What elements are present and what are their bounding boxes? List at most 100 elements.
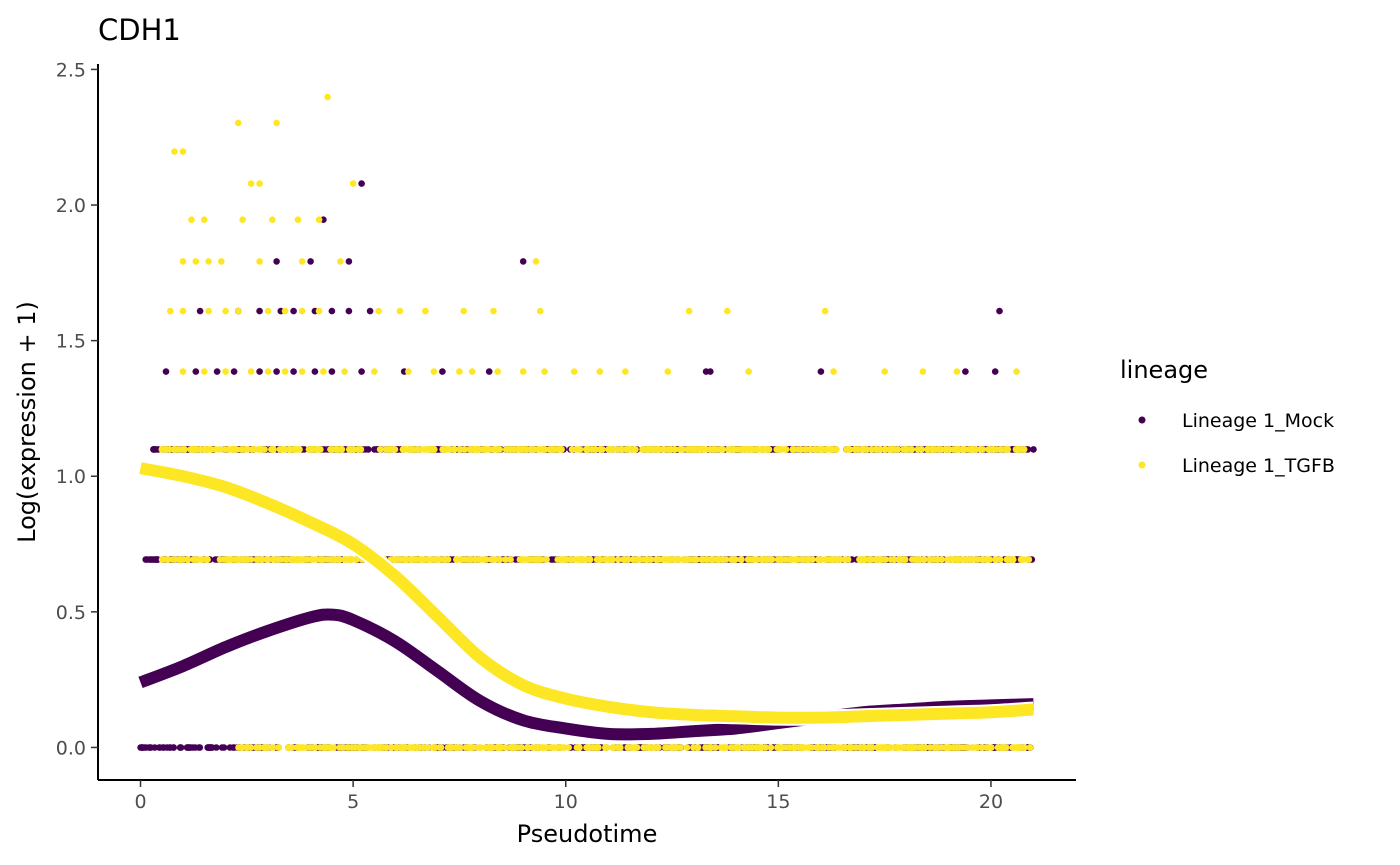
data-point bbox=[220, 744, 228, 751]
data-point bbox=[741, 446, 748, 453]
data-point bbox=[586, 556, 594, 563]
data-point bbox=[235, 307, 242, 315]
data-point bbox=[996, 307, 1003, 315]
data-point bbox=[816, 556, 824, 563]
data-point bbox=[716, 446, 723, 453]
data-point bbox=[490, 307, 497, 315]
y-tick-label: 1.5 bbox=[56, 331, 86, 353]
data-point bbox=[327, 446, 334, 453]
data-point bbox=[475, 556, 482, 563]
data-point bbox=[962, 368, 969, 375]
data-point bbox=[982, 744, 990, 751]
data-point bbox=[295, 744, 303, 751]
data-point bbox=[281, 446, 289, 453]
data-point bbox=[536, 307, 544, 315]
data-point bbox=[997, 446, 1005, 453]
data-point bbox=[524, 744, 531, 751]
data-point bbox=[815, 446, 822, 453]
data-point bbox=[584, 744, 591, 751]
data-point bbox=[457, 556, 465, 563]
data-point bbox=[913, 556, 921, 563]
data-point bbox=[324, 93, 331, 101]
data-point bbox=[179, 368, 187, 375]
data-point bbox=[303, 744, 311, 751]
data-point bbox=[436, 556, 444, 563]
data-point bbox=[205, 307, 212, 315]
data-point bbox=[1025, 556, 1033, 563]
data-point bbox=[809, 556, 816, 563]
data-point bbox=[161, 556, 168, 563]
legend: lineage Lineage 1_Mock Lineage 1_TGFB bbox=[1120, 356, 1335, 477]
data-point bbox=[274, 744, 282, 751]
data-point bbox=[724, 307, 731, 315]
data-point bbox=[188, 216, 195, 223]
data-point bbox=[738, 556, 745, 563]
data-point bbox=[664, 446, 672, 453]
data-point bbox=[216, 556, 224, 563]
data-point bbox=[213, 744, 220, 751]
data-point bbox=[503, 446, 511, 453]
x-tick-label: 20 bbox=[979, 791, 1003, 813]
data-point bbox=[541, 368, 548, 375]
data-point bbox=[839, 744, 846, 751]
x-axis-title: Pseudotime bbox=[517, 820, 658, 848]
data-point bbox=[583, 446, 590, 453]
data-point bbox=[726, 446, 734, 453]
data-point bbox=[176, 446, 183, 453]
data-point bbox=[298, 368, 306, 375]
data-point bbox=[263, 556, 271, 563]
data-point bbox=[402, 744, 410, 751]
data-point bbox=[193, 446, 201, 453]
legend-item-mock: Lineage 1_Mock bbox=[1138, 410, 1334, 432]
smooth-curve bbox=[139, 462, 1034, 724]
data-point bbox=[273, 119, 280, 127]
data-point bbox=[887, 556, 895, 563]
data-point bbox=[396, 307, 404, 315]
data-point bbox=[610, 744, 617, 751]
data-point bbox=[392, 556, 399, 563]
data-point bbox=[311, 368, 319, 375]
data-point bbox=[664, 368, 672, 375]
data-point bbox=[945, 744, 953, 751]
data-point bbox=[222, 368, 229, 375]
data-point bbox=[899, 744, 906, 751]
data-point bbox=[820, 744, 828, 751]
data-point bbox=[652, 744, 659, 751]
data-point bbox=[483, 446, 491, 453]
data-point bbox=[242, 446, 249, 453]
data-point bbox=[489, 744, 497, 751]
data-point bbox=[171, 148, 178, 155]
data-point bbox=[218, 258, 225, 265]
data-point bbox=[306, 556, 314, 563]
data-point bbox=[538, 446, 545, 453]
data-point bbox=[727, 744, 735, 751]
data-point bbox=[147, 744, 155, 751]
data-point bbox=[247, 368, 255, 375]
data-point bbox=[259, 446, 267, 453]
data-point bbox=[568, 446, 576, 453]
data-point bbox=[179, 307, 187, 315]
data-point bbox=[281, 368, 289, 375]
data-point bbox=[944, 446, 951, 453]
data-point bbox=[882, 744, 890, 751]
data-point bbox=[354, 446, 361, 453]
data-point bbox=[617, 446, 625, 453]
data-point bbox=[733, 446, 740, 453]
data-point bbox=[269, 216, 276, 223]
data-point bbox=[180, 556, 187, 563]
points-layer bbox=[137, 93, 1037, 751]
data-point bbox=[298, 258, 306, 265]
data-point bbox=[1020, 446, 1028, 453]
data-point bbox=[775, 556, 783, 563]
data-point bbox=[643, 744, 651, 751]
data-point bbox=[192, 258, 200, 265]
data-point bbox=[316, 744, 324, 751]
data-point bbox=[247, 556, 255, 563]
data-point bbox=[692, 556, 699, 563]
data-point bbox=[508, 744, 516, 751]
y-tick-label: 2.0 bbox=[56, 195, 86, 217]
data-point bbox=[468, 368, 476, 375]
data-point bbox=[655, 556, 663, 563]
data-point bbox=[256, 368, 263, 375]
data-point bbox=[852, 744, 860, 751]
